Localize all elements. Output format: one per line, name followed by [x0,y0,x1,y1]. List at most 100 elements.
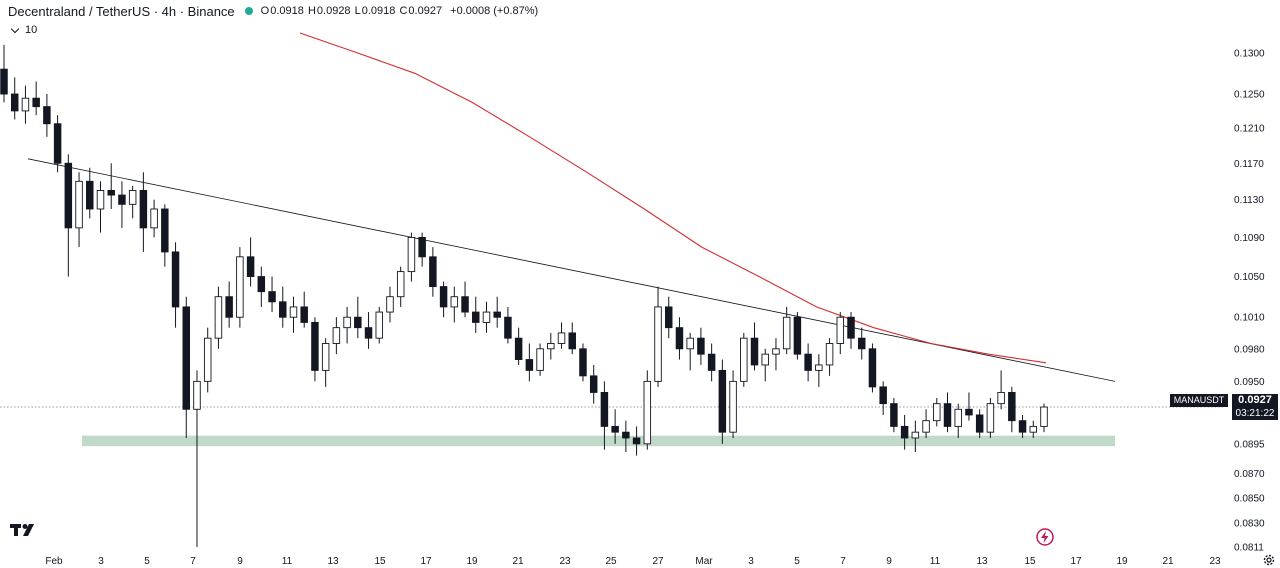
x-tick-label: 25 [605,556,617,567]
candle-down [86,180,94,210]
x-tick-label: 9 [886,556,892,567]
candle-up [547,343,555,350]
candle-up [1040,406,1048,427]
moving-average-line [299,32,1047,364]
candle-down [53,123,62,164]
x-tick-label: 11 [282,556,293,567]
candle-down [10,93,19,112]
candle-down [847,316,855,339]
candle-down [300,306,308,323]
x-tick-label: 19 [466,556,478,567]
y-tick-label: 0.1170 [1234,159,1264,170]
candle-up [1029,425,1038,433]
indicators-toggle-button[interactable]: 10 [6,22,37,38]
gear-icon[interactable] [1262,553,1276,567]
x-tick-label: 21 [512,556,524,567]
change-value: +0.0008 (+0.87%) [450,5,539,17]
y-tick-label: 0.0830 [1234,518,1265,529]
x-tick-label: 21 [1162,556,1174,567]
candle-up [825,343,834,366]
candle-down [804,353,812,371]
low-value: 0.0918 [361,5,396,17]
x-tick-label: 27 [652,556,664,567]
candle-down [279,301,287,318]
candle-up [740,337,748,382]
candle-down [64,162,73,229]
tradingview-logo-icon[interactable] [10,522,38,538]
x-tick-label: 23 [559,556,571,567]
candle-down [600,391,609,427]
candle-up [536,348,544,371]
candle-down [504,316,512,339]
candle-up [321,343,330,371]
candle-up [654,306,662,382]
market-status-dot [244,7,253,15]
candle-down [750,337,759,366]
low-label: L [354,5,361,17]
candle-down [890,403,898,427]
y-tick-label: 0.1050 [1234,272,1265,283]
candle-up [396,271,405,298]
x-tick-label: 17 [420,556,432,567]
candle-down [43,106,51,125]
candle-down [579,348,587,377]
x-tick-label: 23 [1209,556,1221,567]
candle-up [236,256,244,318]
close-label: C [399,5,408,17]
candle-up [96,190,105,210]
candle-up [772,348,780,355]
lightning-icon[interactable] [1036,528,1054,546]
candle-down [611,425,619,433]
candle-down [1018,420,1027,433]
candle-up [386,296,394,313]
candle-countdown: 03:21:22 [1235,408,1275,419]
candle-down [268,291,276,303]
chart-header: Decentraland / TetherUS · 4h · Binance O… [8,2,539,20]
candle-down [472,311,480,323]
x-tick-label: 7 [190,556,196,567]
candle-down [943,403,952,427]
candle-down [622,431,630,439]
candle-up [407,236,416,273]
x-tick-label: Feb [45,556,63,567]
x-tick-label: Mar [695,556,713,567]
candle-down [461,296,469,313]
support-zone [82,435,1115,447]
candle-up [21,97,30,112]
candle-down [493,311,501,318]
high-value: 0.0928 [316,5,351,17]
candle-up [729,380,737,433]
candle-up [375,311,383,339]
candle-down [246,256,255,278]
candle-up [128,190,137,205]
open-label: O [260,5,270,17]
candle-down [868,348,877,388]
candle-up [911,431,920,439]
candle-down [514,337,523,360]
y-tick-label: 0.0811 [1234,543,1264,554]
current-price-tag: 0.0927 03:21:22 [1232,394,1278,420]
indicators-count: 10 [25,24,38,36]
candle-down [171,251,180,308]
y-tick-label: 0.1300 [1234,48,1265,59]
symbol-title[interactable]: Decentraland / TetherUS · 4h · Binance [8,3,235,19]
candle-up [922,420,930,433]
candle-down [632,437,641,445]
y-tick-label: 0.1090 [1234,233,1265,244]
candle-up [643,380,652,445]
candle-up [933,403,941,422]
x-tick-label: 13 [976,556,988,567]
y-tick-label: 0.0950 [1234,377,1265,388]
symbol-price-tag: MANAUSDT [1170,394,1228,407]
candle-down [429,256,437,288]
candle-down [675,327,684,350]
candle-down [311,321,319,371]
candle-down [589,375,598,393]
candle-up [986,403,995,433]
candle-down [697,337,705,355]
x-tick-label: 7 [840,556,846,567]
x-tick-label: 15 [1024,556,1036,567]
y-tick-label: 0.1210 [1234,124,1265,135]
